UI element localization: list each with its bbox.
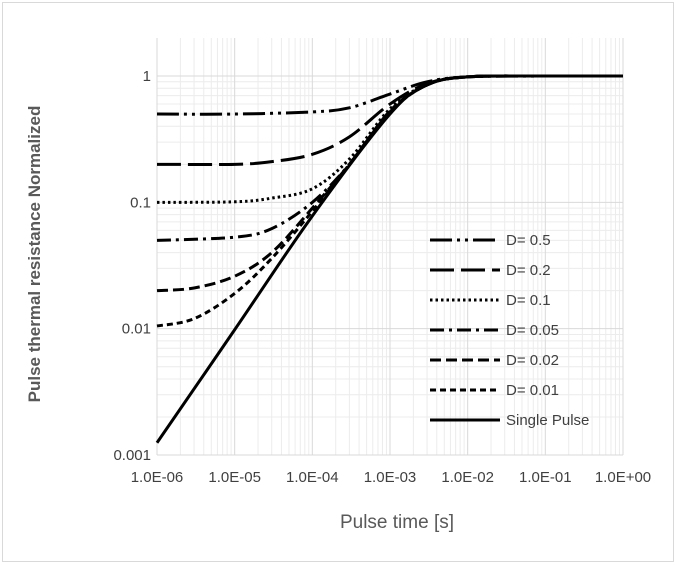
x-tick-label: 1.0E-02 xyxy=(441,469,494,486)
series-lines xyxy=(155,74,624,444)
y-tick-label: 0.001 xyxy=(113,447,151,464)
legend-label: D= 0.01 xyxy=(506,382,559,399)
tick-labels: 1.0E-06 1.0E-05 1.0E-04 1.0E-03 1.0E-02 1.0E-… xyxy=(113,68,651,486)
x-tick-label: 1.0E-04 xyxy=(286,469,339,486)
x-tick-label: 1.0E+00 xyxy=(595,469,651,486)
legend-label: D= 0.2 xyxy=(506,262,551,279)
legend-label: D= 0.05 xyxy=(506,322,559,339)
legend: D= 0.5 D= 0.2 D= 0.1 D= 0.05 D= 0.02 D= 0.01 S… xyxy=(430,232,589,429)
series-line-6 xyxy=(155,74,624,444)
legend-label: D= 0.1 xyxy=(506,292,551,309)
x-tick-label: 1.0E-03 xyxy=(364,469,417,486)
y-tick-label: 1 xyxy=(143,68,151,85)
legend-label: D= 0.02 xyxy=(506,352,559,369)
major-gridlines xyxy=(156,38,624,456)
series-line-0 xyxy=(156,74,624,116)
y-tick-label: 0.1 xyxy=(130,194,151,211)
x-tick-label: 1.0E-01 xyxy=(519,469,572,486)
y-axis-title: Pulse thermal resistance Normalized xyxy=(25,106,44,403)
x-axis-title: Pulse time [s] xyxy=(340,512,454,533)
legend-label: Single Pulse xyxy=(506,412,589,429)
y-tick-label: 0.01 xyxy=(122,321,151,338)
x-tick-label: 1.0E-06 xyxy=(131,469,184,486)
legend-label: D= 0.5 xyxy=(506,232,551,249)
x-tick-label: 1.0E-05 xyxy=(208,469,261,486)
